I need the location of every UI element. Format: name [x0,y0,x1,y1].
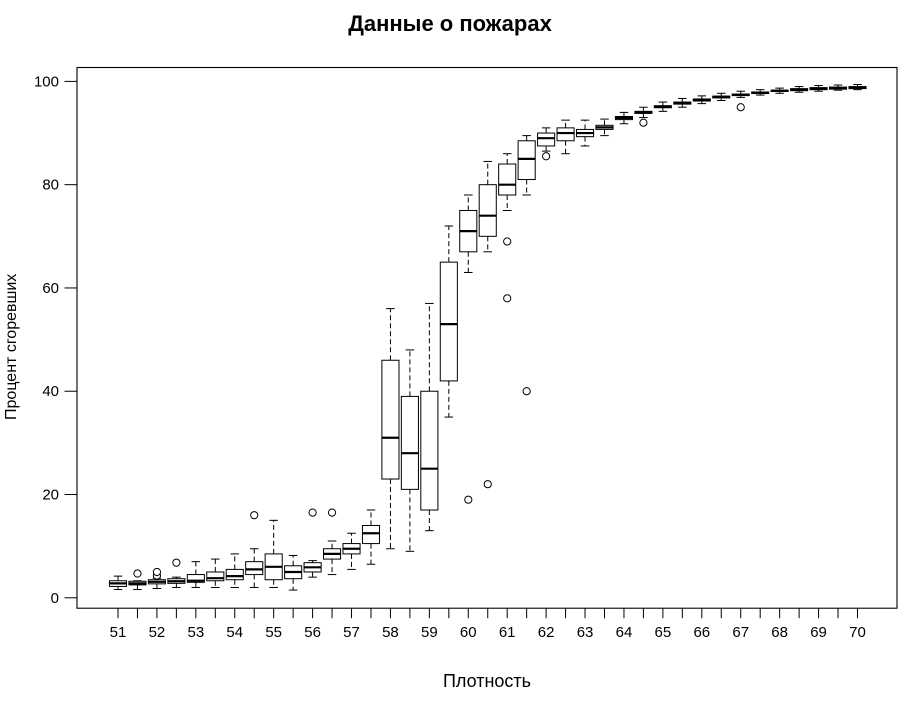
svg-text:60: 60 [460,624,477,641]
svg-text:65: 65 [655,624,672,641]
svg-text:69: 69 [810,624,827,641]
svg-text:56: 56 [304,624,321,641]
svg-text:20: 20 [42,487,59,504]
svg-text:62: 62 [538,624,555,641]
svg-text:55: 55 [265,624,282,641]
svg-text:70: 70 [849,624,866,641]
svg-text:100: 100 [34,73,59,90]
svg-text:67: 67 [732,624,749,641]
svg-text:61: 61 [499,624,516,641]
svg-text:52: 52 [149,624,166,641]
svg-text:64: 64 [616,624,633,641]
svg-text:51: 51 [110,624,127,641]
svg-text:57: 57 [343,624,360,641]
svg-text:60: 60 [42,280,59,297]
svg-text:59: 59 [421,624,438,641]
svg-text:54: 54 [226,624,243,641]
svg-text:53: 53 [187,624,204,641]
svg-text:40: 40 [42,383,59,400]
svg-text:80: 80 [42,177,59,194]
svg-text:Данные о пожарах: Данные о пожарах [348,11,552,36]
svg-text:0: 0 [51,590,59,607]
svg-text:66: 66 [693,624,710,641]
svg-text:Плотность: Плотность [443,671,531,691]
svg-text:58: 58 [382,624,399,641]
svg-text:Процент сгоревших: Процент сгоревших [3,274,20,420]
svg-text:63: 63 [577,624,594,641]
svg-text:68: 68 [771,624,788,641]
